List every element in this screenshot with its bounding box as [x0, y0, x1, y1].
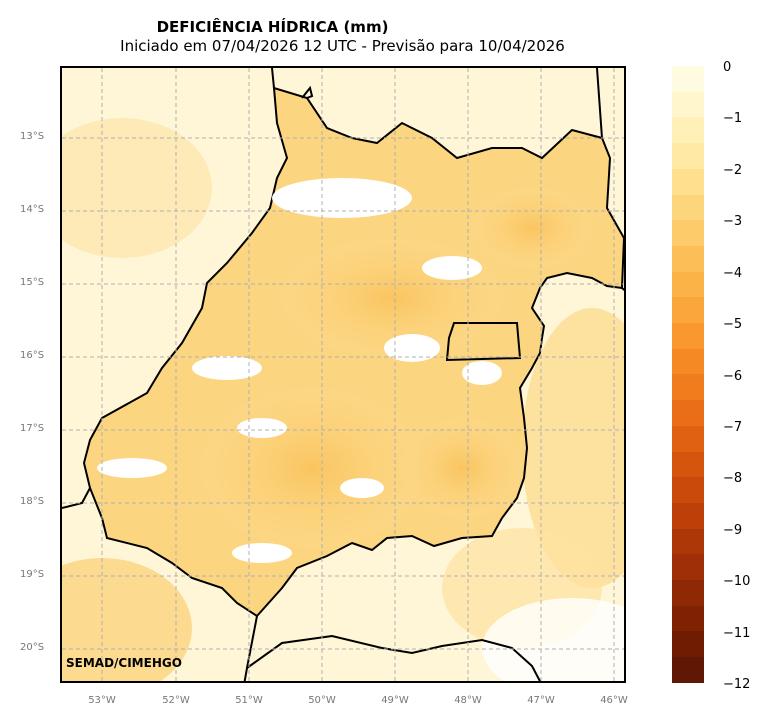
- federal-district: [445, 322, 522, 362]
- colorbar-step: [672, 91, 704, 118]
- colorbar-step: [672, 451, 704, 478]
- colorbar-tick-label: −1: [723, 111, 743, 127]
- colorbar-tick-label: −8: [723, 471, 743, 487]
- lon-label-48w: 48°W: [454, 695, 482, 706]
- lon-label-49w: 49°W: [381, 695, 409, 706]
- colorbar-tick-label: −10: [723, 574, 751, 590]
- lon-label-52w: 52°W: [162, 695, 190, 706]
- colorbar-step: [672, 66, 704, 92]
- colorbar-step: [672, 245, 704, 272]
- colorbar-step: [672, 117, 704, 144]
- lat-label-20s: 20°S: [20, 642, 45, 653]
- colorbar-tick-label: 0: [723, 60, 732, 75]
- colorbar-tick-label: −9: [723, 522, 743, 538]
- colorbar-step: [672, 297, 704, 324]
- colorbar-tick-label: −7: [723, 419, 743, 435]
- colorbar-tick-label: −5: [723, 317, 743, 333]
- colorbar-step: [672, 528, 704, 555]
- colorbar-step: [672, 554, 704, 581]
- lon-label-51w: 51°W: [235, 695, 263, 706]
- colorbar-step: [672, 220, 704, 246]
- colorbar-tick-label: −3: [723, 214, 743, 230]
- lat-label-17s: 17°S: [20, 423, 45, 434]
- lat-label-19s: 19°S: [20, 569, 45, 580]
- colorbar: [672, 66, 704, 683]
- lat-label-13s: 13°S: [20, 131, 45, 142]
- colorbar-step: [672, 323, 704, 349]
- lon-label-53w: 53°W: [88, 695, 116, 706]
- colorbar-step: [672, 631, 704, 658]
- colorbar-step: [672, 605, 704, 632]
- colorbar-tick-label: −2: [723, 162, 743, 178]
- colorbar-step: [672, 425, 704, 452]
- credit-label: SEMAD/CIMEHGO: [66, 656, 182, 670]
- lat-label-16s: 16°S: [20, 350, 45, 361]
- colorbar-tick-label: −12: [723, 677, 751, 692]
- colorbar-step: [672, 580, 704, 606]
- map-title: DEFICIÊNCIA HÍDRICA (mm): [156, 18, 389, 36]
- map-panel: [60, 66, 626, 683]
- lat-label-18s: 18°S: [20, 496, 45, 507]
- map-subtitle: Iniciado em 07/04/2026 12 UTC - Previsão…: [120, 37, 565, 55]
- colorbar-step: [672, 143, 704, 169]
- colorbar-step: [672, 168, 704, 195]
- lon-label-46w: 46°W: [600, 695, 628, 706]
- lon-label-50w: 50°W: [308, 695, 336, 706]
- lon-label-47w: 47°W: [527, 695, 555, 706]
- colorbar-step: [672, 374, 704, 401]
- colorbar-step: [672, 348, 704, 375]
- colorbar-tick-label: −6: [723, 368, 743, 384]
- colorbar-tick-label: −4: [723, 265, 743, 281]
- gridlines: [62, 68, 624, 681]
- colorbar-step: [672, 502, 704, 529]
- colorbar-step: [672, 477, 704, 503]
- lat-label-15s: 15°S: [20, 277, 45, 288]
- colorbar-step: [672, 657, 704, 683]
- colorbar-step: [672, 400, 704, 426]
- colorbar-step: [672, 271, 704, 298]
- colorbar-step: [672, 194, 704, 221]
- colorbar-tick-label: −11: [723, 625, 751, 641]
- lat-label-14s: 14°S: [20, 204, 45, 215]
- map-canvas: [62, 68, 624, 681]
